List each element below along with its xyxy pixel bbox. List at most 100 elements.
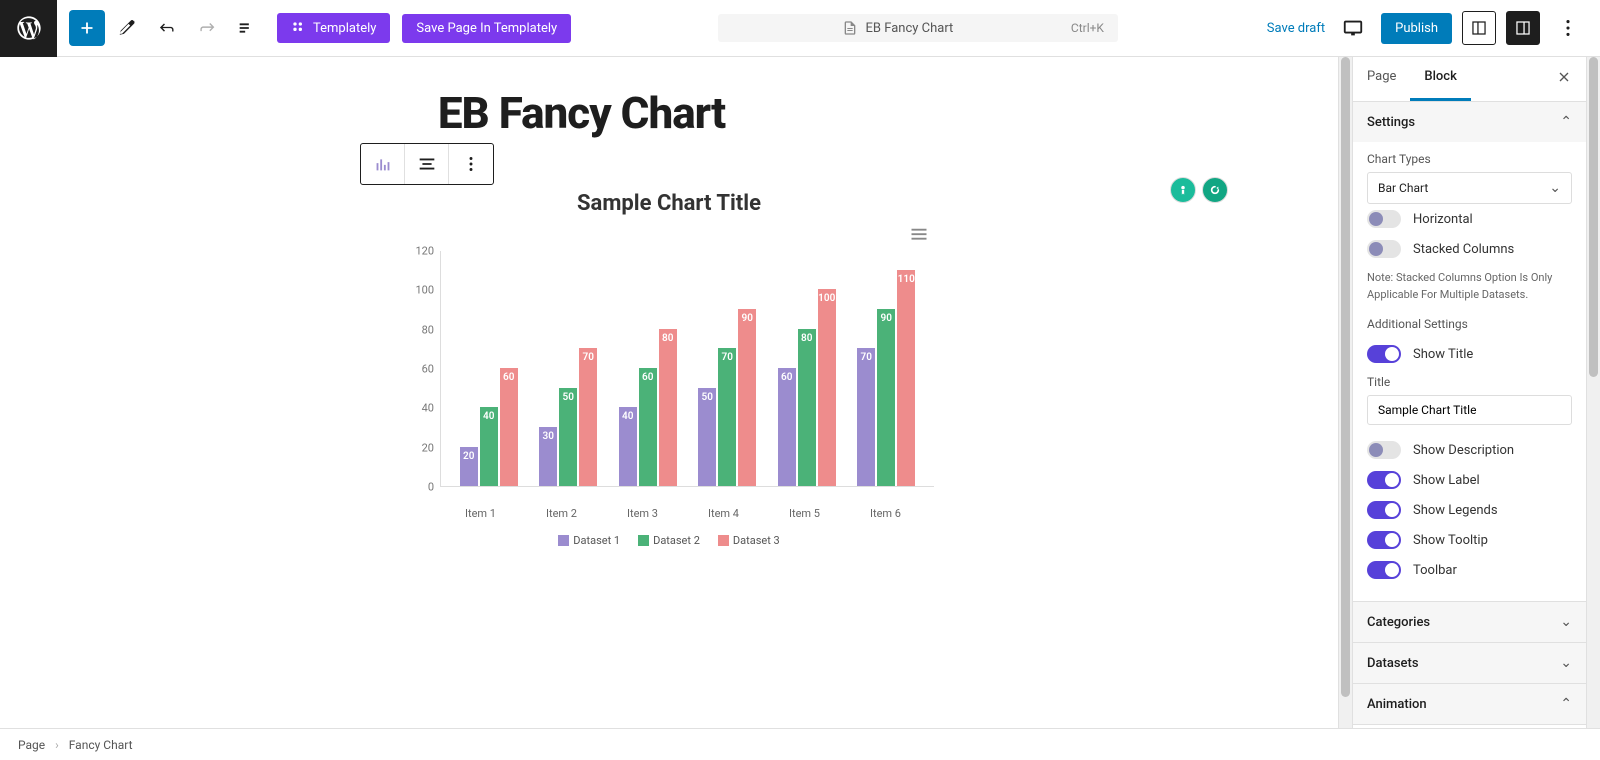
sidebar-scroll-thumb[interactable] bbox=[1589, 57, 1598, 377]
legend-swatch bbox=[718, 535, 729, 546]
animation-header-label: Animation bbox=[1367, 697, 1427, 712]
block-more-button[interactable] bbox=[449, 144, 493, 184]
bar[interactable]: 110 bbox=[897, 270, 915, 486]
desktop-icon bbox=[1342, 17, 1364, 39]
bar[interactable]: 30 bbox=[539, 427, 557, 486]
wp-logo-button[interactable] bbox=[0, 0, 57, 57]
badge-grammarly[interactable] bbox=[1202, 177, 1228, 203]
templately-button[interactable]: Templately bbox=[277, 13, 390, 43]
publish-button[interactable]: Publish bbox=[1381, 13, 1452, 44]
toolbar-left: Templately Save Page In Templately bbox=[57, 10, 583, 46]
legend-item[interactable]: Dataset 1 bbox=[558, 534, 620, 547]
chart-types-label: Chart Types bbox=[1367, 152, 1572, 166]
bar[interactable]: 90 bbox=[877, 309, 895, 486]
legend-item[interactable]: Dataset 2 bbox=[638, 534, 700, 547]
bar[interactable]: 40 bbox=[619, 407, 637, 486]
chart-type-select[interactable]: Bar Chart ⌄ bbox=[1367, 172, 1572, 204]
main-area: EB Fancy Chart Sample Chart Title 020406… bbox=[0, 57, 1600, 728]
legend-item[interactable]: Dataset 3 bbox=[718, 534, 780, 547]
show-tooltip-toggle[interactable] bbox=[1367, 531, 1401, 549]
save-page-templately-button[interactable]: Save Page In Templately bbox=[402, 14, 571, 43]
block-toolbar bbox=[360, 143, 494, 185]
bar[interactable]: 80 bbox=[659, 329, 677, 486]
chevron-down-icon: ⌄ bbox=[1560, 614, 1572, 630]
bar[interactable]: 20 bbox=[460, 447, 478, 486]
sidebar-toggle-2[interactable] bbox=[1506, 11, 1540, 45]
tab-page[interactable]: Page bbox=[1353, 57, 1410, 101]
bar[interactable]: 70 bbox=[579, 348, 597, 486]
stacked-toggle[interactable] bbox=[1367, 240, 1401, 258]
datasets-panel-header[interactable]: Datasets ⌄ bbox=[1353, 643, 1586, 683]
undo-button[interactable] bbox=[149, 10, 185, 46]
bar-value-label: 40 bbox=[622, 411, 633, 422]
bar-group: 204060 bbox=[459, 368, 519, 486]
categories-panel-header[interactable]: Categories ⌄ bbox=[1353, 602, 1586, 642]
show-label-toggle[interactable] bbox=[1367, 471, 1401, 489]
animation-panel-header[interactable]: Animation ⌃ bbox=[1353, 684, 1586, 724]
bar-group: 7090110 bbox=[856, 270, 916, 486]
tab-block[interactable]: Block bbox=[1410, 57, 1470, 101]
bar[interactable]: 70 bbox=[857, 348, 875, 486]
show-title-toggle[interactable] bbox=[1367, 345, 1401, 363]
breadcrumb-fancy-chart[interactable]: Fancy Chart bbox=[69, 738, 133, 752]
bar[interactable]: 40 bbox=[480, 407, 498, 486]
x-label: Item 1 bbox=[451, 507, 511, 520]
block-settings-sidebar: Page Block Settings ⌃ Chart Types Bar Ch… bbox=[1352, 57, 1586, 728]
badge-1[interactable] bbox=[1170, 177, 1196, 203]
sidebar-close-button[interactable] bbox=[1542, 57, 1586, 101]
save-draft-button[interactable]: Save draft bbox=[1267, 21, 1325, 36]
block-type-button[interactable] bbox=[361, 144, 405, 184]
y-tick: 120 bbox=[415, 245, 434, 258]
toolbar-toggle[interactable] bbox=[1367, 561, 1401, 579]
templately-label: Templately bbox=[313, 21, 376, 36]
add-block-button[interactable] bbox=[69, 10, 105, 46]
horizontal-toggle[interactable] bbox=[1367, 210, 1401, 228]
bar[interactable]: 100 bbox=[818, 289, 836, 486]
save-page-templately-label: Save Page In Templately bbox=[416, 21, 557, 36]
chart-legend: Dataset 1 Dataset 2 Dataset 3 bbox=[404, 534, 934, 547]
document-overview-button[interactable] bbox=[229, 10, 265, 46]
bar[interactable]: 60 bbox=[639, 368, 657, 486]
sidebar-toggle-1[interactable] bbox=[1462, 11, 1496, 45]
document-title: EB Fancy Chart bbox=[866, 21, 954, 36]
sidebar-scrollbar[interactable] bbox=[1586, 57, 1600, 728]
floating-badges bbox=[1170, 177, 1228, 203]
bar-value-label: 80 bbox=[801, 333, 812, 344]
bar[interactable]: 60 bbox=[778, 368, 796, 486]
redo-icon bbox=[196, 17, 218, 39]
bar[interactable]: 60 bbox=[500, 368, 518, 486]
preview-button[interactable] bbox=[1335, 10, 1371, 46]
redo-button[interactable] bbox=[189, 10, 225, 46]
page-title[interactable]: EB Fancy Chart bbox=[438, 87, 725, 139]
document-title-box[interactable]: EB Fancy Chart Ctrl+K bbox=[718, 14, 1118, 42]
bar-group: 40 6080 bbox=[618, 329, 678, 486]
more-options-button[interactable] bbox=[1550, 10, 1586, 46]
plot-area: 20406030507040608050709060801007090110 bbox=[440, 251, 934, 487]
bar[interactable]: 90 bbox=[738, 309, 756, 486]
stacked-label: Stacked Columns bbox=[1413, 242, 1514, 257]
chart-menu-button[interactable] bbox=[404, 226, 934, 245]
settings-panel-header[interactable]: Settings ⌃ bbox=[1353, 102, 1586, 142]
edit-mode-button[interactable] bbox=[109, 10, 145, 46]
editor-scroll-thumb[interactable] bbox=[1341, 57, 1350, 697]
breadcrumb-page[interactable]: Page bbox=[18, 738, 45, 752]
y-tick: 0 bbox=[428, 481, 434, 494]
show-legends-toggle[interactable] bbox=[1367, 501, 1401, 519]
bar[interactable]: 50 bbox=[559, 388, 577, 486]
chart-block[interactable]: Sample Chart Title 020406080100120 20406… bbox=[404, 191, 934, 547]
x-label: Item 3 bbox=[613, 507, 673, 520]
bar[interactable]: 50 bbox=[698, 388, 716, 486]
additional-settings-label: Additional Settings bbox=[1367, 317, 1572, 331]
bar[interactable]: 80 bbox=[798, 329, 816, 486]
breadcrumb-separator: › bbox=[55, 738, 59, 752]
y-axis: 020406080100120 bbox=[404, 251, 438, 487]
title-input[interactable] bbox=[1367, 395, 1572, 425]
y-tick: 80 bbox=[422, 323, 434, 336]
bar-group: 60 80 100 bbox=[777, 289, 837, 486]
bar-group: 507090 bbox=[697, 309, 757, 486]
editor-scrollbar[interactable] bbox=[1338, 57, 1352, 728]
show-description-toggle[interactable] bbox=[1367, 441, 1401, 459]
bar[interactable]: 70 bbox=[718, 348, 736, 486]
legend-swatch bbox=[638, 535, 649, 546]
block-align-button[interactable] bbox=[405, 144, 449, 184]
